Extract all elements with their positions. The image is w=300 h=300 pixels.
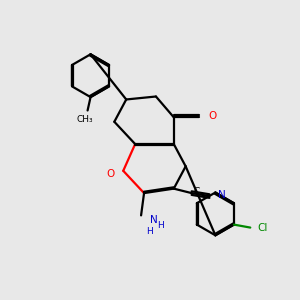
Text: O: O — [106, 169, 114, 179]
Text: C: C — [193, 187, 199, 196]
Text: CH₃: CH₃ — [76, 115, 93, 124]
Text: N: N — [150, 215, 158, 225]
Text: Cl: Cl — [258, 223, 268, 232]
Text: N: N — [218, 190, 226, 200]
Text: H: H — [147, 227, 153, 236]
Text: H: H — [158, 221, 164, 230]
Text: O: O — [208, 111, 216, 121]
